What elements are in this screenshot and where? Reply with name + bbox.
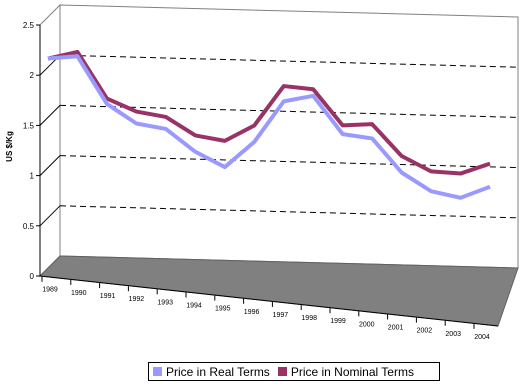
x-tick-label-1995: 1995 [215,306,231,313]
y-tick-label-1: 1 [30,172,35,181]
legend-item-real: Price in Real Terms [153,365,270,379]
y-tick-label-0: 0 [30,272,35,281]
x-tick-label-1989: 1989 [42,287,58,294]
y-tick-label-1.5: 1.5 [23,121,35,130]
side-gridline-1 [39,155,61,176]
legend-item-nominal: Price in Nominal Terms [277,364,414,379]
legend-swatch-nominal [277,367,287,376]
side-wall [39,3,61,278]
x-tick-label-1990: 1990 [71,290,87,297]
side-gridline-0.5 [39,205,61,227]
x-tick-label-2004: 2004 [474,334,490,341]
x-tick-label-2001: 2001 [388,324,404,331]
x-tick-label-2002: 2002 [417,328,433,335]
back-wall [59,4,519,269]
x-tick-label-1994: 1994 [186,302,202,309]
y-tick-label-2.5: 2.5 [23,21,35,30]
series-line-real [47,54,491,200]
legend-label-nominal: Price in Nominal Terms [290,364,414,379]
side-gridline-1.5 [39,105,61,126]
legend-label-real: Price in Real Terms [166,364,270,379]
gridline-1.5 [59,104,519,118]
x-tick-label-1993: 1993 [157,299,173,306]
y-tick-label-2: 2 [30,71,35,80]
gridline-0.5 [59,205,519,219]
x-tick-label-1996: 1996 [244,309,260,316]
x-tick-label-2000: 2000 [359,321,375,328]
x-tick-label-1991: 1991 [100,293,116,300]
y-tick-label-0.5: 0.5 [23,222,35,231]
x-tick-label-1992: 1992 [129,296,145,303]
x-tick-label-1999: 1999 [330,318,346,325]
legend: Price in Real Terms Price in Nominal Ter… [148,362,440,381]
x-axis-line [39,275,499,327]
gridline-1 [59,155,519,169]
gridline-2 [59,54,519,68]
x-tick-label-1998: 1998 [301,315,317,322]
x-tick-label-1997: 1997 [273,312,289,319]
x-tick-label-2003: 2003 [445,331,461,338]
series-line-nominal [47,49,491,176]
y-axis-label: US $/Kg [5,131,14,162]
legend-swatch-real [153,367,162,376]
